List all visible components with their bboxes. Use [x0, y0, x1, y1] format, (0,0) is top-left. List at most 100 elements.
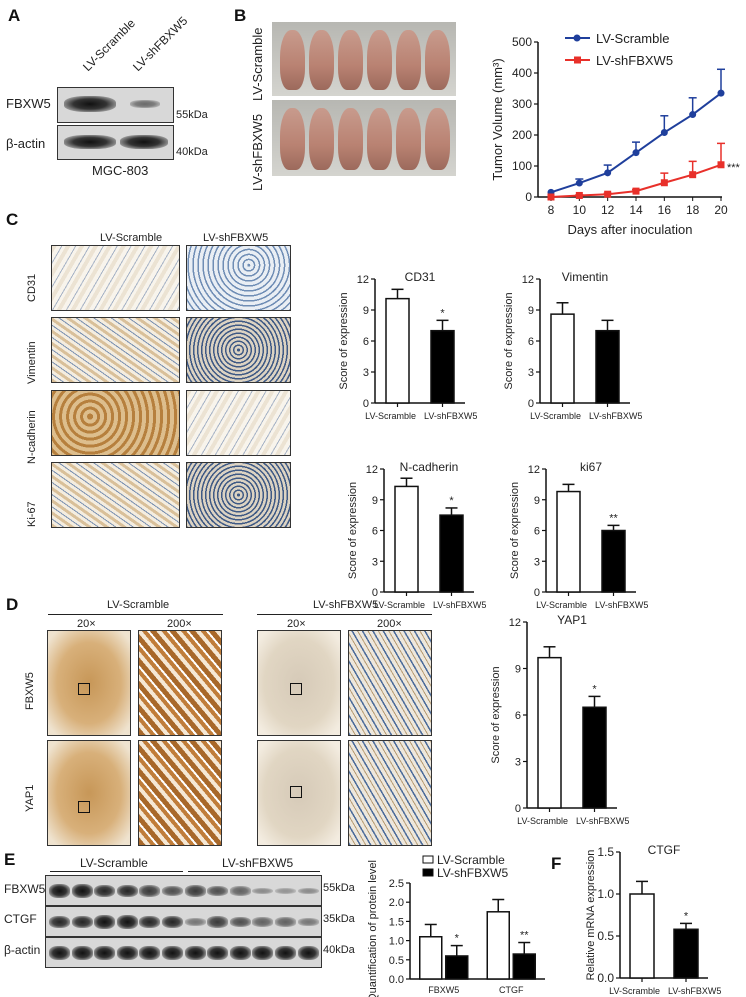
y-tick-label: 400: [512, 66, 532, 80]
bar-FBXW5-LV-shFBXW5: [445, 955, 469, 980]
y-tick-label: 300: [512, 97, 532, 111]
legend-swatch: [422, 855, 434, 864]
band: [252, 917, 274, 927]
ihc-yap1-sh-200x: [348, 740, 432, 846]
chart-title: CD31: [405, 270, 436, 284]
mag-label: 200×: [377, 618, 402, 630]
mag-label: 20×: [77, 618, 96, 630]
x-tick-label: LV-shFBXW5: [576, 816, 629, 826]
band: [49, 946, 70, 960]
band: [184, 946, 206, 960]
significance-label: ***: [727, 162, 741, 174]
bar-LV-shFBXW5: [439, 514, 464, 593]
panel-label-b: B: [234, 6, 247, 25]
y-axis-label: Score of expression: [338, 292, 350, 389]
group-label-sh: LV-shFBXW5: [222, 856, 294, 870]
significance-label: *: [440, 307, 445, 319]
data-point: [604, 169, 612, 177]
significance-label: **: [609, 512, 618, 524]
chart-title: YAP1: [557, 613, 587, 627]
y-tick-label: 100: [512, 159, 532, 173]
ihc-yap1-sh-20x: [257, 740, 341, 846]
bar-LV-shFBXW5: [430, 329, 455, 404]
band: [297, 887, 319, 895]
marker-55kda: 55kDa: [176, 109, 208, 121]
marker-40kda: 40kDa: [176, 146, 208, 158]
blot-ctgf: [45, 906, 322, 937]
bar-LV-Scramble: [556, 490, 581, 593]
band: [94, 915, 116, 929]
x-tick-label: LV-Scramble: [530, 411, 581, 421]
band: [116, 915, 138, 929]
x-tick-label: 8: [548, 203, 555, 217]
band: [71, 946, 93, 960]
x-tick-label: LV-Scramble: [374, 600, 425, 610]
y-tick-label: 12: [357, 274, 369, 286]
bar-LV-Scramble: [394, 485, 419, 593]
mice-photo-scramble: [272, 22, 456, 96]
band: [184, 918, 206, 926]
x-tick-label: LV-Scramble: [536, 600, 587, 610]
row-label-actin: β-actin: [4, 943, 41, 957]
x-tick-label: 12: [601, 203, 615, 217]
y-tick-label: 3: [534, 556, 540, 568]
band: [139, 946, 161, 960]
y-tick-label: 0: [525, 190, 532, 204]
mouse: [280, 30, 305, 90]
marker-35kda: 35kDa: [323, 913, 355, 925]
band: [162, 915, 183, 929]
significance-label: **: [520, 930, 529, 942]
group-label-scramble: LV-Scramble: [80, 856, 148, 870]
row-label-ctgf: CTGF: [4, 912, 37, 926]
col-label-scramble: LV-Scramble: [100, 232, 163, 244]
x-tick-label: 18: [686, 203, 700, 217]
data-point: [717, 161, 725, 169]
band: [139, 915, 161, 929]
ihc-fbxw5-sh-20x: [257, 630, 341, 736]
y-tick-label: 12: [528, 464, 540, 476]
bar-CTGF-LV-Scramble: [486, 911, 510, 980]
bar-LV-Scramble: [550, 313, 575, 404]
mag-label: 200×: [167, 618, 192, 630]
legend-marker: [574, 56, 581, 64]
cell-line-label: MGC-803: [92, 163, 149, 178]
x-tick-label: 10: [573, 203, 587, 217]
ihc-ncadherin-scramble: [51, 390, 180, 456]
band: [71, 884, 93, 898]
y-axis-label: Score of expression: [509, 482, 521, 579]
y-axis-label: Score of expression: [503, 292, 515, 389]
x-tick-label: LV-shFBXW5: [589, 411, 642, 421]
x-tick-label: LV-Scramble: [517, 816, 568, 826]
y-tick-label: 500: [512, 35, 532, 49]
y-tick-label: 3: [528, 367, 534, 379]
x-tick-label: LV-shFBXW5: [595, 600, 648, 610]
ihc-cd31-scramble: [51, 245, 180, 311]
mouse: [309, 108, 334, 170]
mouse: [367, 108, 392, 170]
blot-actin: [45, 937, 322, 968]
group-line: [50, 871, 183, 872]
band: [275, 887, 296, 895]
y-tick-label: 3: [363, 367, 369, 379]
y-tick-label: 2.5: [389, 878, 404, 890]
mice-photo-sh: [272, 100, 456, 176]
band: [71, 915, 93, 929]
y-tick-label: 0: [528, 398, 534, 410]
col-label-sh: LV-shFBXW5: [203, 232, 269, 244]
bar-LV-shFBXW5: [582, 706, 607, 809]
band: [229, 946, 251, 960]
data-point: [660, 179, 668, 187]
y-axis-label: Tumor Volume (mm³): [490, 58, 505, 180]
mouse: [425, 30, 450, 90]
ihc-ki67-scramble: [51, 462, 180, 528]
y-tick-label: 1.0: [597, 887, 614, 901]
significance-label: *: [449, 495, 454, 507]
panel-label-c: C: [6, 210, 19, 229]
y-axis-label: Quantification of protein level: [367, 860, 379, 997]
y-tick-label: 0.5: [389, 955, 404, 967]
band: [229, 916, 251, 928]
x-tick-label: LV-Scramble: [609, 986, 660, 996]
bar-LV-Scramble: [385, 297, 410, 404]
ihc-ncadherin-sh: [186, 390, 291, 456]
